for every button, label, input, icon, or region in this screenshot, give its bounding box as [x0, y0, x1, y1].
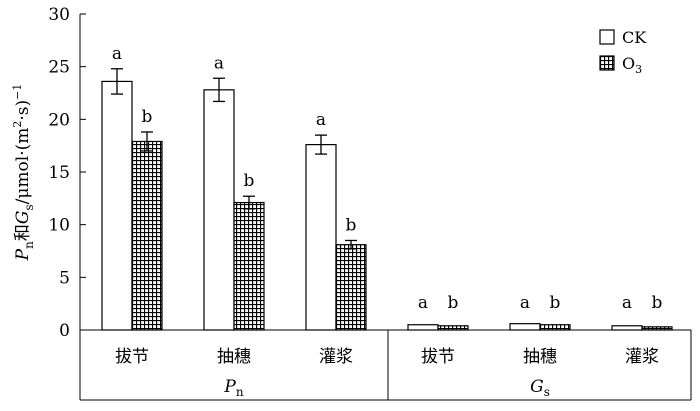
bar-o3 — [641, 326, 673, 331]
bar-ck — [203, 89, 235, 331]
bar-o3 — [131, 140, 163, 331]
bar-o3 — [437, 325, 469, 331]
x-category-label: 拔节 — [115, 347, 149, 367]
bar-o3 — [539, 324, 571, 331]
significance-letter: b — [652, 293, 663, 313]
bar-o3 — [335, 244, 367, 331]
x-category-label: 抽穗 — [523, 347, 557, 367]
y-tick-label: 30 — [48, 5, 70, 25]
y-tick-label: 15 — [48, 163, 70, 183]
significance-letter: b — [142, 107, 153, 127]
group-label-gs: Gs — [530, 377, 550, 399]
legend: CK O3 — [599, 28, 647, 76]
legend-swatch-o3 — [599, 55, 615, 71]
significance-letter: a — [622, 293, 632, 313]
y-tick-label: 5 — [59, 268, 70, 288]
y-axis-title: Pn和Gs/μmol·(m2·s)−1 — [11, 84, 36, 262]
x-category-label: 灌浆 — [625, 347, 659, 367]
bar-ck — [509, 323, 541, 331]
bar-o3 — [233, 201, 265, 331]
x-category-label: 抽穗 — [217, 347, 251, 367]
bar-ck — [101, 80, 133, 331]
significance-letter: b — [346, 215, 357, 235]
group-label-pn: Pn — [223, 377, 243, 399]
bar-ck — [305, 144, 337, 331]
significance-letter: a — [214, 53, 224, 73]
y-tick-label: 10 — [48, 216, 70, 236]
significance-letter: b — [550, 293, 561, 313]
significance-letter: a — [418, 293, 428, 313]
significance-letter: a — [112, 44, 122, 64]
y-tick-label: 20 — [48, 110, 70, 130]
legend-label-o3: O3 — [622, 54, 642, 76]
significance-letter: b — [448, 293, 459, 313]
legend-swatch-ck — [599, 29, 615, 45]
x-category-label: 拔节 — [421, 347, 455, 367]
significance-letter: a — [316, 110, 326, 130]
bar-ck — [407, 324, 439, 331]
y-tick-label: 25 — [48, 58, 70, 78]
y-tick-label: 0 — [59, 321, 70, 341]
x-category-label: 灌浆 — [319, 347, 353, 367]
significance-letter: b — [244, 171, 255, 191]
bar-ck — [611, 325, 643, 331]
legend-label-ck: CK — [622, 28, 647, 47]
significance-letter: a — [520, 293, 530, 313]
